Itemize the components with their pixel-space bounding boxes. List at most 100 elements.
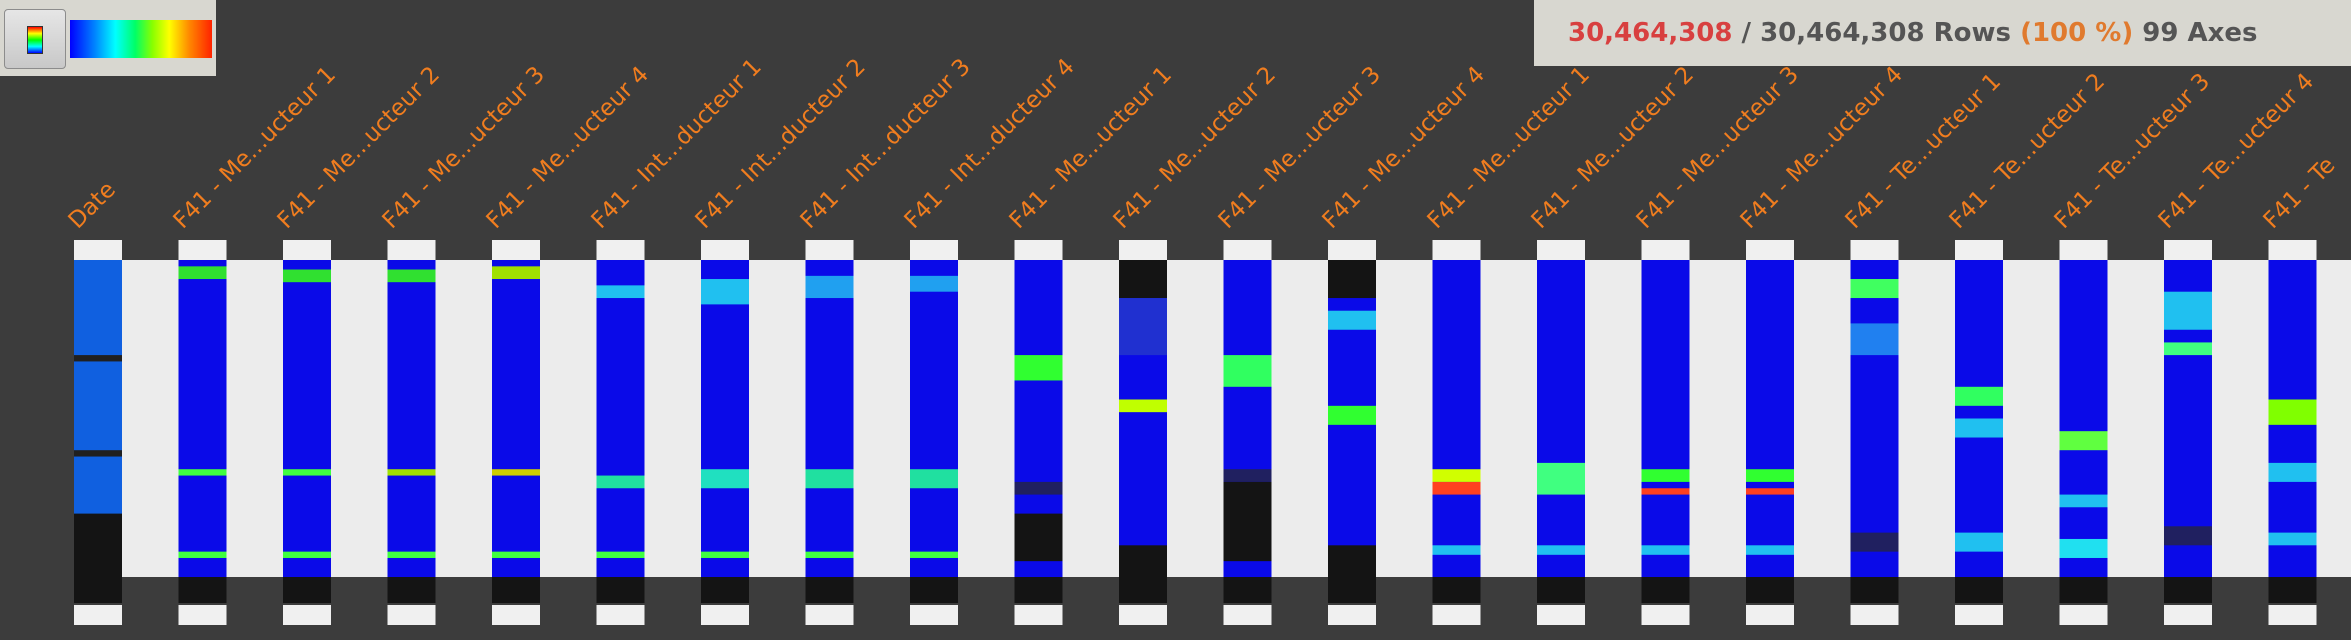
axis-body[interactable] — [1746, 260, 1794, 579]
axis-top-cap[interactable] — [2268, 240, 2317, 260]
axis-top-cap[interactable] — [1746, 240, 1794, 260]
axis-11[interactable] — [1119, 240, 1167, 625]
axis-top-cap[interactable] — [74, 240, 122, 260]
axis-bottom-cap[interactable] — [492, 605, 540, 625]
axis-body[interactable] — [910, 260, 958, 579]
axis-body[interactable] — [492, 260, 540, 579]
axis-top-cap[interactable] — [805, 240, 854, 260]
density-band — [1223, 355, 1272, 387]
axis-top-cap[interactable] — [283, 240, 331, 260]
axis-body[interactable] — [1537, 260, 1585, 579]
separator: / — [1732, 18, 1761, 48]
axis-2[interactable] — [178, 240, 227, 625]
axis-bottom-cap[interactable] — [283, 605, 331, 625]
axis-bottom-cap[interactable] — [1746, 605, 1794, 625]
density-band — [1014, 481, 1063, 495]
axis-body[interactable] — [1641, 260, 1690, 579]
axis-bottom-cap[interactable] — [74, 605, 122, 625]
axis-top-cap[interactable] — [387, 240, 436, 260]
axis-bottom-block — [910, 577, 958, 603]
axis-bottom-cap[interactable] — [1223, 605, 1272, 625]
axis-top-cap[interactable] — [2164, 240, 2212, 260]
axis-13[interactable] — [1328, 240, 1376, 625]
axis-4[interactable] — [387, 240, 436, 625]
axis-bottom-cap[interactable] — [1119, 605, 1167, 625]
density-band — [701, 279, 749, 305]
axis-body[interactable] — [1432, 260, 1481, 579]
density-band — [1014, 355, 1063, 381]
axis-body[interactable] — [387, 260, 436, 579]
axis-top-cap[interactable] — [1850, 240, 1899, 260]
axis-bottom-cap[interactable] — [805, 605, 854, 625]
density-band — [1223, 469, 1272, 482]
colormap-button[interactable] — [4, 9, 66, 69]
axis-bottom-cap[interactable] — [1850, 605, 1899, 625]
density-band — [387, 551, 436, 558]
axis-top-cap[interactable] — [1537, 240, 1585, 260]
axis-top-cap[interactable] — [1119, 240, 1167, 260]
axis-top-cap[interactable] — [1328, 240, 1376, 260]
axis-14[interactable] — [1432, 240, 1481, 625]
row-count-panel: 30,464,308 / 30,464,308 Rows (100 %) 99 … — [1534, 0, 2351, 66]
axis-18[interactable] — [1850, 240, 1899, 625]
axis-7[interactable] — [701, 240, 749, 625]
axis-top-cap[interactable] — [1014, 240, 1063, 260]
axis-bottom-cap[interactable] — [2164, 605, 2212, 625]
axis-bottom-cap[interactable] — [1432, 605, 1481, 625]
toolbar — [0, 0, 216, 76]
axis-bottom-cap[interactable] — [596, 605, 645, 625]
axis-bottom-cap[interactable] — [1641, 605, 1690, 625]
axis-body[interactable] — [2059, 260, 2108, 579]
axis-body[interactable] — [805, 260, 854, 579]
axis-bottom-block — [1955, 577, 2003, 603]
axis-bottom-cap[interactable] — [1014, 605, 1063, 625]
axis-top-cap[interactable] — [1641, 240, 1690, 260]
axis-10[interactable] — [1014, 240, 1063, 625]
density-band — [2059, 494, 2108, 508]
axis-20[interactable] — [2059, 240, 2108, 625]
density-band — [1641, 469, 1690, 482]
axis-top-cap[interactable] — [910, 240, 958, 260]
axis-body[interactable] — [178, 260, 227, 579]
axis-top-cap[interactable] — [1432, 240, 1481, 260]
axis-top-cap[interactable] — [596, 240, 645, 260]
axis-16[interactable] — [1641, 240, 1690, 625]
axis-bottom-cap[interactable] — [910, 605, 958, 625]
axis-bottom-cap[interactable] — [1328, 605, 1376, 625]
axis-21[interactable] — [2164, 240, 2212, 625]
axis-bottom-cap[interactable] — [178, 605, 227, 625]
axis-top-cap[interactable] — [701, 240, 749, 260]
axis-top-cap[interactable] — [1955, 240, 2003, 260]
axis-top-cap[interactable] — [178, 240, 227, 260]
axis-top-cap[interactable] — [2059, 240, 2108, 260]
axis-body[interactable] — [1850, 260, 1899, 579]
axis-22[interactable] — [2268, 240, 2317, 625]
axis-bottom-cap[interactable] — [1537, 605, 1585, 625]
axis-bottom-cap[interactable] — [387, 605, 436, 625]
axis-body[interactable] — [701, 260, 749, 579]
density-band — [283, 551, 331, 558]
axis-12[interactable] — [1223, 240, 1272, 625]
axis-1[interactable] — [74, 240, 122, 625]
axis-9[interactable] — [910, 240, 958, 625]
axis-bottom-cap[interactable] — [2059, 605, 2108, 625]
axis-15[interactable] — [1537, 240, 1585, 625]
axis-top-cap[interactable] — [492, 240, 540, 260]
axis-5[interactable] — [492, 240, 540, 625]
axis-19[interactable] — [1955, 240, 2003, 625]
axis-3[interactable] — [283, 240, 331, 625]
axis-6[interactable] — [596, 240, 645, 625]
density-band — [805, 469, 854, 489]
axis-body[interactable] — [283, 260, 331, 579]
axis-bottom-cap[interactable] — [2268, 605, 2317, 625]
axis-8[interactable] — [805, 240, 854, 625]
density-band — [1432, 481, 1481, 495]
axis-17[interactable] — [1746, 240, 1794, 625]
axis-bottom-cap[interactable] — [1955, 605, 2003, 625]
colormap-gradient[interactable] — [70, 20, 212, 58]
axis-body[interactable] — [596, 260, 645, 579]
axis-top-cap[interactable] — [1223, 240, 1272, 260]
axis-bottom-cap[interactable] — [701, 605, 749, 625]
density-band — [2164, 526, 2212, 546]
